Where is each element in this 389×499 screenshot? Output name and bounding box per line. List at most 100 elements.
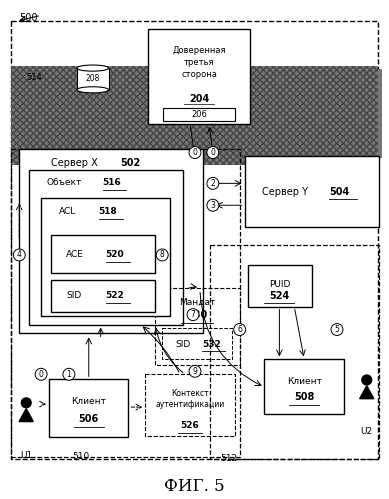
Text: 0: 0 bbox=[39, 370, 44, 379]
Text: 532: 532 bbox=[202, 340, 221, 349]
Bar bbox=[258, 69, 289, 159]
Circle shape bbox=[234, 323, 245, 335]
Bar bbox=[248, 265, 312, 307]
Bar bbox=[11, 69, 378, 114]
Text: 506: 506 bbox=[79, 414, 99, 424]
Bar bbox=[135, 69, 166, 159]
Bar bbox=[145, 374, 235, 436]
Bar bbox=[11, 66, 378, 166]
Text: Сервер Y: Сервер Y bbox=[261, 187, 308, 197]
Text: 502: 502 bbox=[121, 159, 141, 169]
Bar bbox=[41, 198, 170, 315]
Text: 6: 6 bbox=[237, 325, 242, 334]
Text: 510: 510 bbox=[72, 452, 89, 461]
Text: ФИГ. 5: ФИГ. 5 bbox=[164, 478, 224, 495]
Circle shape bbox=[331, 323, 343, 335]
Bar bbox=[73, 69, 105, 159]
Text: 514: 514 bbox=[26, 73, 42, 82]
Bar bbox=[77, 68, 109, 90]
Text: Клиент: Клиент bbox=[287, 377, 322, 386]
Bar bbox=[49, 379, 128, 437]
Bar bbox=[155, 288, 240, 365]
Bar bbox=[319, 69, 351, 159]
Bar bbox=[165, 69, 197, 159]
Text: 204: 204 bbox=[189, 94, 209, 104]
Text: Мандат: Мандат bbox=[179, 298, 215, 307]
Bar bbox=[42, 69, 74, 159]
Text: Контекст
аутентификации: Контекст аутентификации bbox=[156, 389, 225, 409]
Circle shape bbox=[187, 309, 199, 320]
Text: Клиент: Клиент bbox=[71, 397, 106, 406]
Bar bbox=[210, 245, 378, 459]
Text: SID: SID bbox=[66, 291, 81, 300]
Bar bbox=[148, 29, 250, 124]
Text: ACE: ACE bbox=[66, 250, 84, 259]
Circle shape bbox=[13, 249, 25, 261]
Text: 2: 2 bbox=[210, 179, 215, 188]
Text: 5: 5 bbox=[335, 325, 340, 334]
Text: 520: 520 bbox=[106, 250, 124, 259]
Bar bbox=[19, 149, 203, 332]
Polygon shape bbox=[19, 409, 33, 422]
Bar bbox=[29, 171, 183, 324]
Text: 504: 504 bbox=[329, 187, 349, 197]
Bar bbox=[11, 101, 378, 156]
Bar bbox=[51, 235, 155, 273]
Text: 4: 4 bbox=[17, 250, 22, 259]
Text: 512: 512 bbox=[220, 454, 237, 463]
Ellipse shape bbox=[77, 65, 109, 71]
Bar bbox=[103, 69, 135, 159]
Bar bbox=[11, 149, 240, 457]
Polygon shape bbox=[360, 386, 374, 399]
Bar bbox=[350, 69, 382, 159]
Circle shape bbox=[189, 147, 201, 159]
Text: U2: U2 bbox=[361, 427, 373, 436]
Bar bbox=[163, 108, 235, 121]
Bar bbox=[11, 21, 378, 459]
Bar bbox=[162, 327, 232, 359]
Bar bbox=[11, 69, 378, 114]
Text: U1: U1 bbox=[20, 451, 32, 460]
Text: 7: 7 bbox=[191, 310, 195, 319]
Text: 3: 3 bbox=[210, 201, 215, 210]
Bar bbox=[265, 359, 344, 414]
Text: 530: 530 bbox=[187, 309, 207, 320]
Circle shape bbox=[63, 368, 75, 380]
Text: 1: 1 bbox=[67, 370, 71, 379]
Text: 206: 206 bbox=[191, 110, 207, 119]
Text: PUID: PUID bbox=[269, 280, 290, 289]
Text: 526: 526 bbox=[180, 422, 200, 431]
Bar bbox=[11, 69, 43, 159]
Text: 8: 8 bbox=[160, 250, 165, 259]
Text: 522: 522 bbox=[106, 291, 124, 300]
Text: Сервер X: Сервер X bbox=[51, 159, 98, 169]
Circle shape bbox=[207, 177, 219, 189]
Text: Объект: Объект bbox=[46, 178, 81, 188]
Bar bbox=[227, 69, 259, 159]
Text: 0: 0 bbox=[210, 148, 215, 157]
Text: 508: 508 bbox=[294, 392, 314, 402]
Text: 9: 9 bbox=[193, 367, 198, 376]
Circle shape bbox=[207, 147, 219, 159]
Ellipse shape bbox=[77, 87, 109, 93]
Circle shape bbox=[189, 365, 201, 377]
Bar bbox=[11, 66, 378, 166]
Text: 208: 208 bbox=[86, 74, 100, 83]
Circle shape bbox=[207, 199, 219, 211]
Bar bbox=[288, 69, 320, 159]
Text: 500: 500 bbox=[19, 13, 38, 23]
Text: SID: SID bbox=[175, 340, 190, 349]
Circle shape bbox=[156, 249, 168, 261]
Circle shape bbox=[35, 368, 47, 380]
Text: 518: 518 bbox=[99, 207, 117, 216]
Bar bbox=[196, 69, 228, 159]
Text: Доверенная
третья
сторона: Доверенная третья сторона bbox=[172, 46, 226, 79]
Circle shape bbox=[362, 375, 371, 385]
Text: 524: 524 bbox=[269, 291, 289, 301]
Text: ACL: ACL bbox=[59, 207, 76, 216]
Circle shape bbox=[21, 398, 31, 408]
Bar bbox=[245, 156, 378, 227]
Text: 0: 0 bbox=[193, 148, 198, 157]
Bar bbox=[51, 280, 155, 312]
Text: 516: 516 bbox=[103, 178, 121, 188]
